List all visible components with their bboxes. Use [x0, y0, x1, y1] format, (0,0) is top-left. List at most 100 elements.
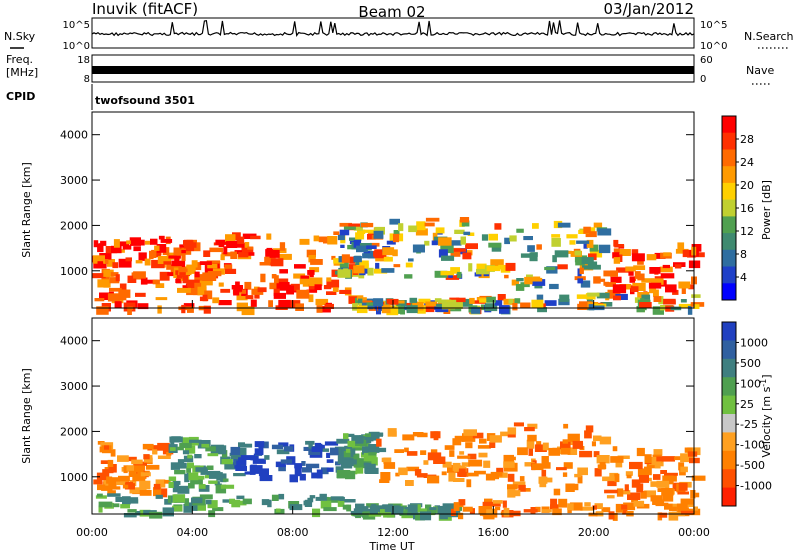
power-cell: [194, 274, 205, 281]
power-cell: [531, 299, 544, 308]
power-cell: [520, 302, 531, 309]
power-cell: [110, 272, 119, 277]
velocity-cell: [205, 446, 216, 452]
time-axis: 00:00 04:00 08:00 12:00 16:00 20:00 00:00: [76, 300, 710, 539]
power-cell: [157, 255, 172, 264]
velocity-panel-bg: [92, 318, 694, 514]
power-cell: [408, 225, 417, 233]
velocity-cell: [417, 508, 427, 513]
power-cell: [270, 258, 284, 267]
velocity-cell: [368, 444, 380, 453]
power-cell: [133, 271, 146, 279]
colorbar-swatch: [722, 182, 736, 201]
velocity-cell: [535, 506, 541, 513]
velocity-cell: [442, 461, 452, 468]
velocity-cell: [688, 451, 698, 457]
velocity-cell: [179, 443, 192, 448]
power-cell: [154, 245, 160, 251]
velocity-cell: [223, 478, 229, 482]
power-cell: [558, 298, 570, 306]
velocity-cell: [176, 446, 184, 451]
power-cell: [259, 262, 271, 266]
power-cell: [268, 300, 273, 307]
power-cell: [486, 265, 501, 272]
velocity-cell: [117, 455, 129, 462]
power-cell: [357, 229, 366, 234]
velocity-cell: [301, 467, 312, 473]
velocity-cell: [433, 431, 439, 441]
velocity-cell: [445, 506, 452, 513]
power-cell: [159, 271, 170, 281]
power-cell: [662, 264, 670, 269]
power-cell: [118, 258, 132, 268]
power-cell: [192, 242, 197, 248]
power-cell: [327, 236, 338, 245]
velocity-cell: [157, 442, 170, 451]
power-cell: [367, 267, 374, 276]
power-cell: [254, 291, 260, 299]
power-cell: [631, 249, 639, 255]
power-cell: [202, 272, 217, 281]
power-cell: [552, 255, 557, 263]
velocity-cell: [680, 510, 694, 515]
power-cell: [109, 287, 122, 292]
velocity-cell: [229, 498, 235, 504]
velocity-cell: [414, 469, 422, 476]
velocity-cell: [129, 487, 143, 494]
power-cell: [415, 228, 428, 236]
velocity-cell: [449, 450, 455, 457]
power-cell: [99, 292, 110, 300]
velocity-cell: [336, 438, 350, 444]
power-cell: [299, 238, 310, 245]
velocity-cell: [217, 445, 227, 455]
velocity-cell: [220, 484, 235, 489]
velocity-cell: [289, 474, 298, 483]
velocity-cell: [350, 510, 363, 515]
power-cell: [218, 300, 232, 306]
colorbar-swatch: [722, 322, 736, 341]
velocity-cell: [326, 459, 334, 463]
power-cell: [577, 303, 588, 310]
velocity-cell: [345, 448, 351, 453]
velocity-cell: [622, 506, 628, 515]
power-cell: [313, 235, 320, 242]
velocity-cell: [577, 467, 588, 476]
velocity-cell: [242, 498, 252, 505]
velocity-cell: [311, 446, 322, 452]
velocity-cell: [478, 452, 488, 458]
velocity-cell: [93, 479, 103, 485]
power-cell: [175, 278, 181, 283]
velocity-cell: [550, 498, 558, 507]
velocity-cell: [259, 475, 273, 482]
velocity-cell: [584, 502, 591, 507]
power-cell: [241, 306, 255, 316]
power-cell: [199, 278, 213, 286]
velocity-cell: [457, 455, 471, 459]
power-cell: [551, 234, 561, 238]
power-cell: [226, 241, 238, 248]
velocity-cell: [238, 442, 245, 447]
power-cell: [588, 304, 595, 311]
power-cell: [273, 288, 280, 296]
velocity-cell: [636, 483, 644, 493]
velocity-cell: [404, 510, 411, 514]
power-cell: [425, 301, 438, 307]
power-cell: [92, 273, 106, 279]
velocity-cell: [172, 505, 183, 512]
velocity-cell: [108, 480, 117, 487]
velocity-cell: [451, 508, 456, 516]
power-cell: [593, 303, 607, 307]
power-cell: [679, 282, 688, 288]
velocity-cell: [580, 506, 594, 511]
power-cell: [274, 275, 279, 284]
velocity-cell: [676, 503, 688, 510]
power-cell: [405, 262, 413, 268]
power-cell: [337, 234, 345, 241]
velocity-cell: [489, 441, 496, 448]
velocity-cell: [107, 486, 121, 490]
power-cell: [406, 305, 418, 314]
power-cell: [583, 226, 591, 234]
velocity-cell: [115, 496, 129, 502]
velocity-cell: [624, 484, 629, 492]
velocity-cell: [123, 513, 137, 518]
